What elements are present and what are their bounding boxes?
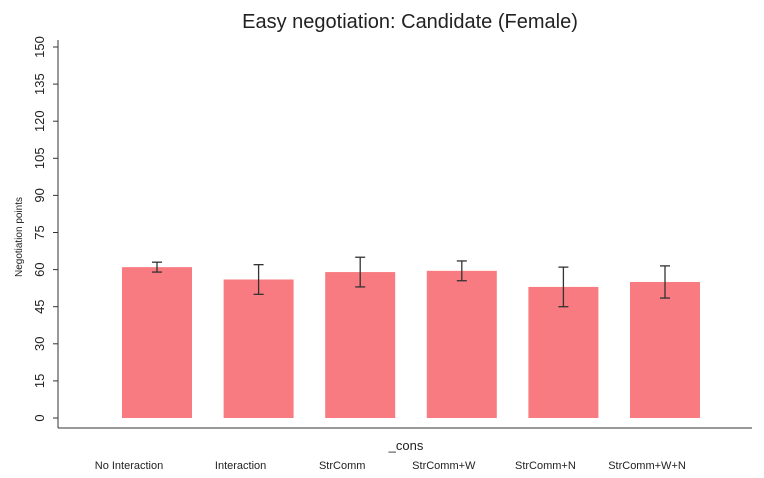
- y-tick-label: 75: [32, 225, 47, 239]
- bar: [426, 270, 497, 418]
- error-bar: [558, 266, 569, 308]
- y-tick-label: 105: [32, 147, 47, 169]
- y-tick-label: 150: [32, 36, 47, 58]
- error-bar: [152, 261, 162, 273]
- x-axis-label: _cons: [388, 438, 424, 453]
- x-tick-label: StrComm+W: [412, 460, 476, 472]
- bar: [630, 281, 700, 418]
- y-tick-label: 120: [32, 110, 47, 132]
- y-tick-label: 60: [32, 262, 47, 276]
- bar: [528, 286, 599, 418]
- bar: [325, 272, 396, 418]
- y-axis-label: Negotiation points: [14, 197, 25, 277]
- x-tick-label: StrComm: [319, 460, 365, 472]
- chart-title: Easy negotiation: Candidate (Female): [242, 11, 578, 33]
- x-tick-label: StrComm+W+N: [608, 460, 686, 472]
- y-tick-label: 45: [32, 299, 47, 313]
- x-tick-label: No Interaction: [95, 460, 163, 472]
- error-bar: [355, 256, 366, 288]
- x-tick-label: StrComm+N: [515, 460, 576, 472]
- error-bar: [456, 260, 467, 282]
- y-tick-label: 0: [32, 414, 47, 421]
- y-tick-label: 90: [32, 188, 47, 202]
- bar: [122, 267, 192, 418]
- y-tick-label: 135: [32, 73, 47, 95]
- x-tick-label: Interaction: [215, 460, 266, 472]
- y-tick-label: 30: [32, 337, 47, 351]
- y-tick-label: 15: [32, 374, 47, 388]
- bar: [223, 279, 294, 418]
- error-bar: [660, 265, 670, 299]
- error-bar: [253, 264, 264, 295]
